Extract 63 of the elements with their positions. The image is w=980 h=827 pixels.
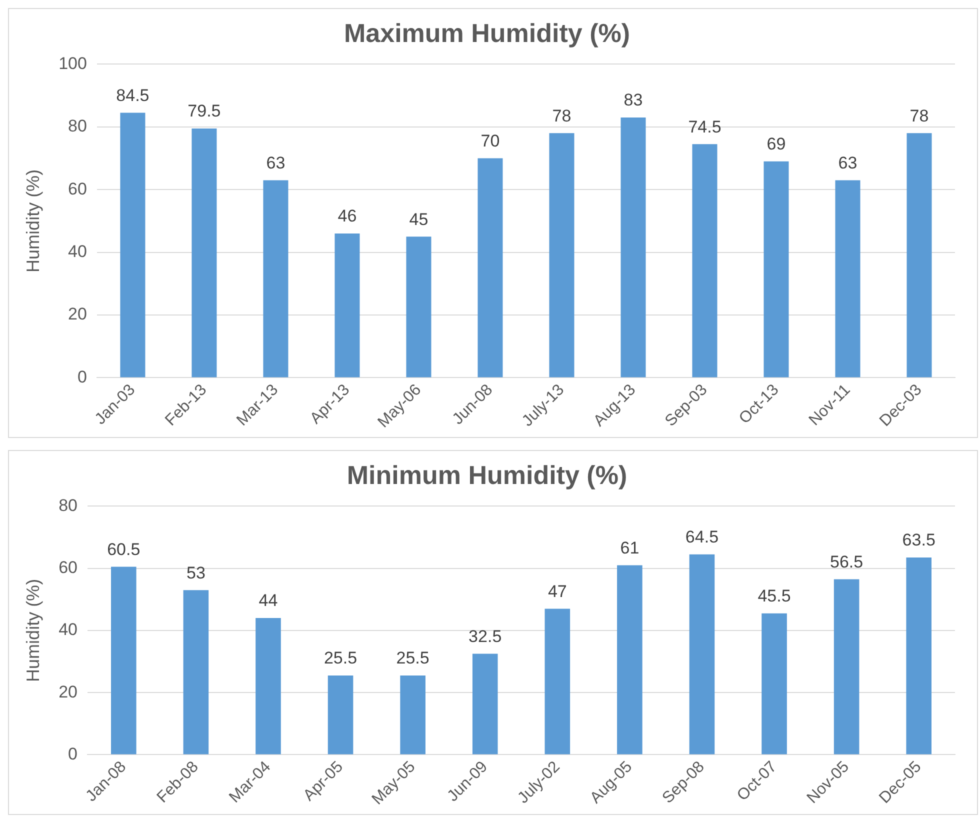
data-label: 47 xyxy=(548,582,567,601)
bar xyxy=(689,554,715,754)
bar xyxy=(111,566,136,754)
y-tick-label: 80 xyxy=(68,116,87,136)
y-tick-label: 0 xyxy=(77,367,87,386)
y-tick-label: 100 xyxy=(58,54,87,73)
data-label: 63 xyxy=(266,153,286,172)
data-label: 84.5 xyxy=(116,86,150,105)
bar xyxy=(328,675,354,754)
data-label: 70 xyxy=(480,131,500,150)
bar xyxy=(835,180,860,378)
bar xyxy=(192,128,217,378)
data-label: 56.5 xyxy=(830,552,864,572)
y-tick-label: 40 xyxy=(58,620,78,640)
chart-title: Minimum Humidity (%) xyxy=(346,460,628,490)
data-label: 45.5 xyxy=(758,586,791,606)
y-axis-title: Humidity (%) xyxy=(22,578,43,682)
bar xyxy=(183,590,209,754)
data-label: 44 xyxy=(258,591,278,610)
y-tick-label: 60 xyxy=(58,558,78,578)
bar xyxy=(472,654,498,754)
y-tick-label: 20 xyxy=(68,304,87,324)
bar xyxy=(256,618,281,754)
data-label: 25.5 xyxy=(324,648,358,668)
bar xyxy=(906,557,932,754)
data-label: 74.5 xyxy=(688,117,722,136)
data-label: 83 xyxy=(624,90,643,110)
bar xyxy=(549,133,574,378)
data-label: 60.5 xyxy=(107,540,140,559)
bar xyxy=(692,144,718,378)
data-label: 63 xyxy=(838,153,858,172)
data-label: 53 xyxy=(186,563,206,582)
bar xyxy=(762,613,787,754)
y-tick-label: 20 xyxy=(58,682,78,702)
bar xyxy=(334,233,360,378)
bar xyxy=(406,236,432,378)
data-label: 32.5 xyxy=(468,626,502,646)
chart-title: Maximum Humidity (%) xyxy=(344,18,630,48)
y-axis-title: Humidity (%) xyxy=(22,169,43,272)
bar xyxy=(764,161,789,378)
bar xyxy=(544,608,570,754)
bar xyxy=(620,117,646,378)
bar xyxy=(120,112,146,378)
data-label: 78 xyxy=(552,106,572,126)
y-tick-label: 40 xyxy=(68,242,87,261)
data-label: 61 xyxy=(620,538,640,558)
data-label: 63.5 xyxy=(902,530,936,550)
data-label: 69 xyxy=(766,134,786,154)
data-label: 25.5 xyxy=(396,648,430,668)
bar xyxy=(263,180,288,378)
y-tick-label: 60 xyxy=(68,179,87,198)
data-label: 79.5 xyxy=(188,102,221,121)
y-tick-label: 80 xyxy=(58,496,78,515)
bar xyxy=(617,565,642,754)
data-label: 46 xyxy=(338,206,357,226)
data-label: 64.5 xyxy=(685,528,719,547)
bar xyxy=(906,133,932,378)
bar xyxy=(834,579,860,754)
bar xyxy=(400,675,426,754)
bar xyxy=(478,158,503,378)
y-tick-label: 0 xyxy=(68,744,78,764)
data-label: 78 xyxy=(910,106,929,126)
data-label: 45 xyxy=(409,210,428,229)
